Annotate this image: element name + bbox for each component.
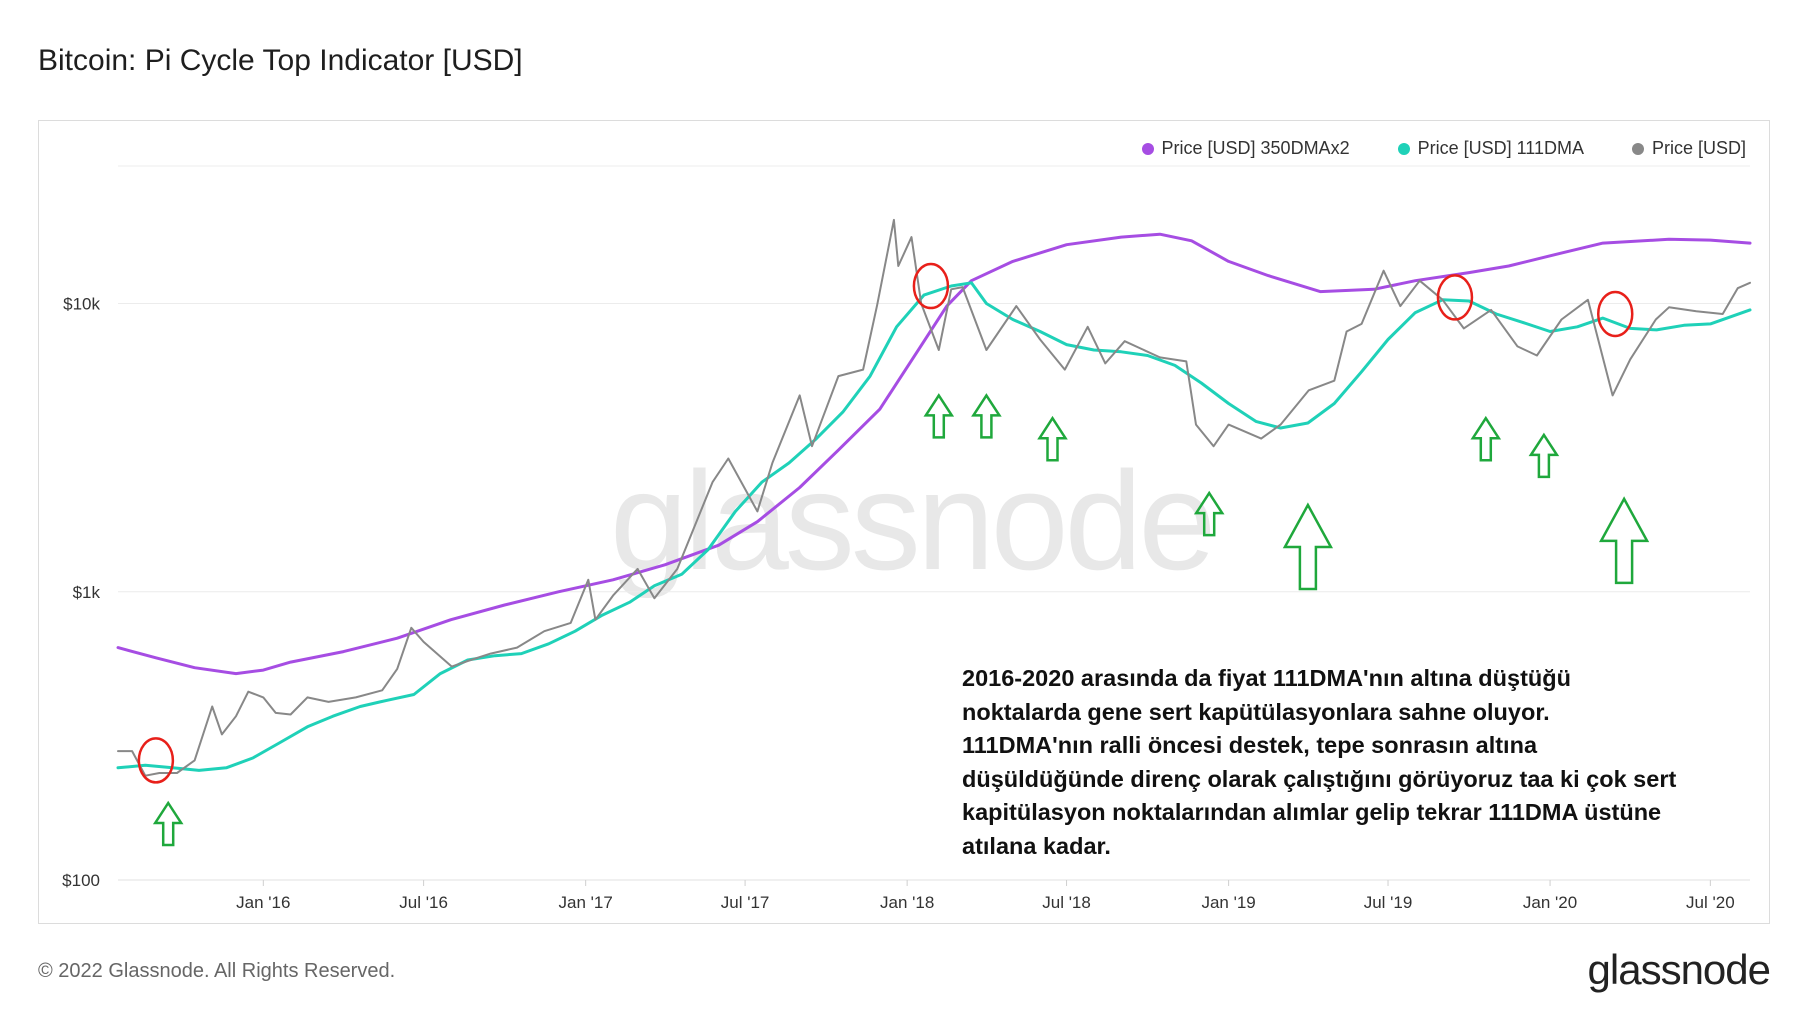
x-tick-label-jul-19: Jul '19: [1364, 893, 1413, 912]
buy-arrow-4: [1037, 415, 1068, 462]
buy-arrow-3: [971, 393, 1002, 439]
legend-dot-price: [1631, 142, 1644, 155]
x-tick-label-jul-17: Jul '17: [721, 893, 770, 912]
highlight-circle-2: [912, 262, 950, 310]
watermark: glassnode: [610, 442, 1216, 599]
highlight-circle-1: [137, 737, 175, 784]
x-tick-label-jul-20: Jul '20: [1686, 893, 1735, 912]
buy-arrow-5: [1193, 490, 1225, 537]
buy-arrow-7: [1470, 415, 1502, 462]
x-tick-label-jan-17: Jan '17: [559, 893, 613, 912]
legend-label-350dmax2: Price [USD] 350DMAx2: [1161, 138, 1350, 158]
x-tick-label-jul-16: Jul '16: [399, 893, 448, 912]
legend: Price [USD] 350DMAx2 Price [USD] 111DMA …: [1141, 138, 1746, 159]
legend-item-350dmax2[interactable]: Price [USD] 350DMAx2: [1141, 138, 1350, 159]
brand-logo: glassnode: [1587, 946, 1771, 993]
legend-label-111dma: Price [USD] 111DMA: [1417, 138, 1584, 158]
x-tick-label-jan-16: Jan '16: [236, 893, 290, 912]
buy-arrow-8: [1528, 432, 1560, 479]
x-tick-label-jan-18: Jan '18: [880, 893, 934, 912]
x-tick-label-jul-18: Jul '18: [1042, 893, 1091, 912]
series-line-price-usd-111dma: [116, 281, 1752, 772]
copyright: © 2022 Glassnode. All Rights Reserved.: [38, 960, 396, 982]
buy-arrow-6: [1282, 502, 1334, 591]
legend-label-price: Price [USD]: [1651, 138, 1746, 158]
x-tick-label-jan-20: Jan '20: [1523, 893, 1577, 912]
y-tick-label-100: $100: [62, 871, 100, 890]
buy-arrow-1: [152, 800, 184, 847]
legend-item-price[interactable]: Price [USD]: [1631, 138, 1746, 159]
buy-arrow-2: [923, 393, 955, 439]
legend-dot-350dmax2: [1141, 142, 1154, 155]
highlight-circle-3: [1436, 274, 1474, 321]
chart-panel: [38, 120, 1770, 924]
series-line-price-usd: [117, 218, 1751, 777]
y-tick-label-1k: $1k: [73, 583, 101, 602]
y-tick-label-10k: $10k: [63, 295, 100, 314]
chart-title: Bitcoin: Pi Cycle Top Indicator [USD]: [38, 44, 523, 77]
series-line-price-usd-350dmax2: [116, 232, 1752, 676]
highlight-circle-4: [1596, 290, 1634, 338]
legend-item-111dma[interactable]: Price [USD] 111DMA: [1397, 138, 1584, 159]
annotation-text: 2016-2020 arasında da fiyat 111DMA'nın a…: [962, 665, 1677, 859]
buy-arrow-9: [1598, 496, 1650, 585]
x-tick-label-jan-19: Jan '19: [1201, 893, 1255, 912]
legend-dot-111dma: [1397, 142, 1410, 155]
